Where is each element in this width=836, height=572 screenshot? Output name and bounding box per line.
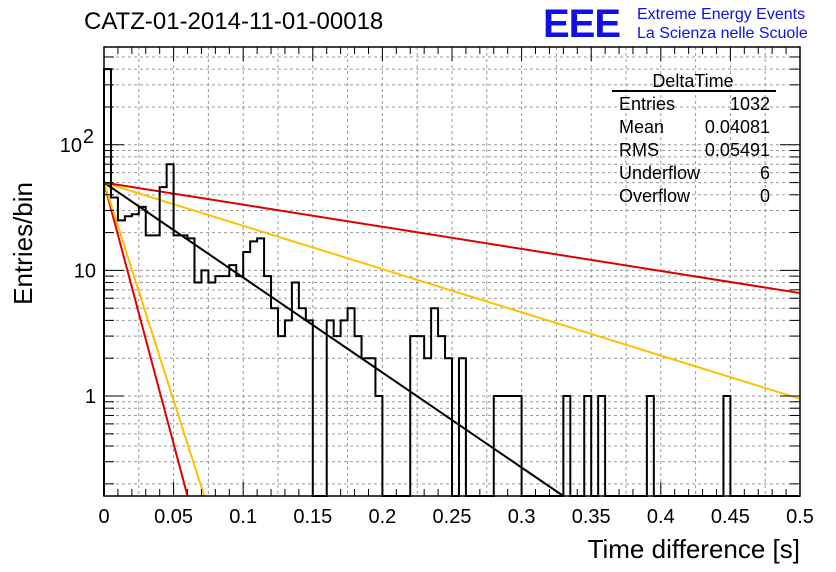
x-tick-label: 0.2 — [368, 506, 396, 528]
x-tick-label: 0.4 — [647, 506, 675, 528]
stats-label-mean: Mean — [619, 117, 664, 137]
stats-value-rms: 0.05491 — [705, 140, 770, 160]
x-tick-label: 0.5 — [786, 506, 814, 528]
fit-curve-1 — [103, 182, 206, 497]
fit-curve-0 — [103, 182, 189, 497]
logo-line-1: Extreme Energy Events — [637, 6, 806, 23]
stats-label-overflow: Overflow — [619, 186, 691, 206]
stats-value-overflow: 0 — [760, 186, 770, 206]
stats-box: DeltaTime Entries 1032 Mean 0.04081 RMS … — [612, 71, 776, 206]
y-tick-label: 1 — [85, 386, 96, 408]
logo-line-2: La Scienza nelle Scuole — [637, 25, 808, 42]
x-tick-label: 0.25 — [433, 506, 472, 528]
fit-curve-4 — [103, 181, 801, 295]
x-tick-label: 0.45 — [711, 506, 750, 528]
x-tick-label: 0.3 — [508, 506, 536, 528]
x-tick-label: 0 — [98, 506, 109, 528]
x-tick-label: 0.1 — [229, 506, 257, 528]
x-tick-label: 0.35 — [572, 506, 611, 528]
axis-tick-labels: 0 0.05 0.1 0.15 0.2 0.25 0.3 0.35 0.4 0.45 0.5 1 10 1… — [60, 126, 814, 528]
y-tick-label-exponent: 2 — [83, 126, 94, 148]
stats-label-entries: Entries — [619, 94, 675, 114]
eee-logo: EEE Extreme Energy Events La Scienza nel… — [543, 2, 833, 46]
x-axis-label: Time difference [s] — [588, 534, 800, 564]
stats-value-entries: 1032 — [730, 94, 770, 114]
y-axis-label: Entries/bin — [8, 182, 38, 305]
y-tick-label: 10 — [74, 260, 96, 282]
stats-label-rms: RMS — [619, 140, 659, 160]
x-tick-label: 0.05 — [154, 506, 193, 528]
stats-value-underflow: 6 — [760, 163, 770, 183]
logo-mark: EEE — [543, 2, 621, 46]
page-title: CATZ-01-2014-11-01-00018 — [84, 8, 384, 35]
y-tick-label: 10 — [60, 135, 82, 157]
stats-title: DeltaTime — [652, 71, 733, 91]
stats-value-mean: 0.04081 — [705, 117, 770, 137]
axis-ticks — [103, 46, 801, 496]
x-tick-label: 0.15 — [293, 506, 332, 528]
stats-label-underflow: Underflow — [619, 163, 701, 183]
fit-curve-3 — [103, 181, 801, 400]
